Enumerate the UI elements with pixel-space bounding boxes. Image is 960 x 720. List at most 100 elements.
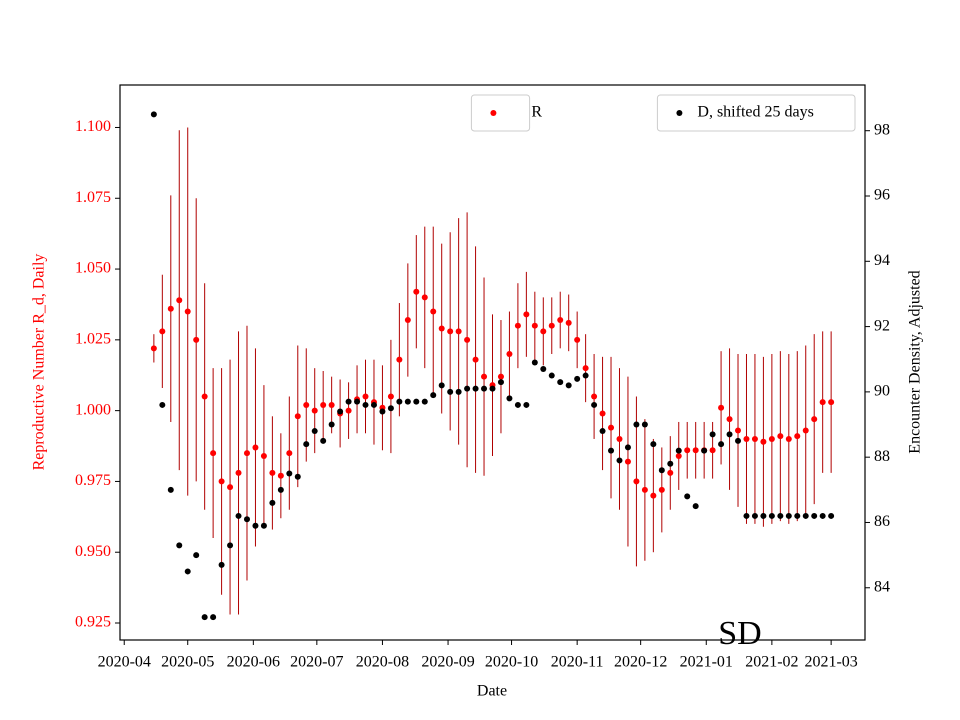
point [743,435,750,442]
point [481,385,488,392]
point [472,385,479,392]
point [633,478,640,485]
point [438,382,445,389]
point [718,404,725,411]
point [785,512,792,519]
point [464,336,471,343]
point [819,399,826,406]
point [540,366,547,373]
y-tick-label: 0.950 [75,543,111,560]
y-tick-label: 0.925 [75,614,111,631]
point [608,424,615,431]
point [184,308,191,315]
legend-box [656,94,856,132]
point [176,297,183,304]
y2-tick-label: 84 [874,578,890,595]
point [599,410,606,417]
point [616,457,623,464]
plot-frame [119,84,866,641]
point [802,427,809,434]
point [641,421,648,428]
point [218,478,225,485]
point [210,614,217,621]
y-tick-label: 1.050 [75,260,111,277]
point [624,444,631,451]
point [379,408,386,415]
point [396,398,403,405]
point [150,111,157,118]
point [658,486,665,493]
point [684,447,691,454]
point [523,401,530,408]
point [684,493,691,500]
point [540,328,547,335]
point [455,388,462,395]
point [150,345,157,352]
point [303,441,310,448]
point [438,325,445,332]
x-tick-label: 2020-09 [421,654,474,671]
point [557,317,564,324]
x-tick-label: 2021-01 [680,654,733,671]
x-tick-label: 2020-04 [98,654,151,671]
point [481,373,488,380]
point [413,398,420,405]
point [743,512,750,519]
point [243,516,250,523]
y-tick-label: 1.075 [75,189,111,206]
point [548,372,555,379]
point [396,356,403,363]
point [641,486,648,493]
x-tick-label: 2021-02 [745,654,798,671]
x-tick-label: 2020-07 [290,654,343,671]
point [828,399,835,406]
point [667,460,674,467]
y-tick-label: 0.975 [75,472,111,489]
point [243,450,250,457]
point [675,452,682,459]
point [227,484,234,491]
point [735,427,742,434]
point [235,512,242,519]
point [218,561,225,568]
x-tick-label: 2020-05 [161,654,214,671]
legend-label: D, shifted 25 days [697,104,813,121]
point [193,336,200,343]
point [167,305,174,312]
point [252,444,259,451]
point [286,470,293,477]
point [718,441,725,448]
point [337,408,344,415]
point [531,322,538,329]
point [811,512,818,519]
y-tick-label: 1.100 [75,118,111,135]
point [692,503,699,510]
point [531,359,538,366]
y2-tick-label: 88 [874,448,890,465]
point [354,398,361,405]
point [582,365,589,372]
point [658,467,665,474]
point [303,401,310,408]
legend-label: R [531,104,542,121]
point [176,542,183,549]
point [430,308,437,315]
point [574,375,581,382]
y-tick-label: 1.025 [75,331,111,348]
point [387,393,394,400]
point [633,421,640,428]
x-tick-label: 2020-11 [551,654,604,671]
point [709,431,716,438]
point [193,552,200,559]
point [294,473,301,480]
point [735,437,742,444]
point [260,452,267,459]
point [828,512,835,519]
point [362,393,369,400]
legend-box [470,94,531,132]
point [506,395,513,402]
point [667,469,674,476]
point [591,393,598,400]
point [328,401,335,408]
